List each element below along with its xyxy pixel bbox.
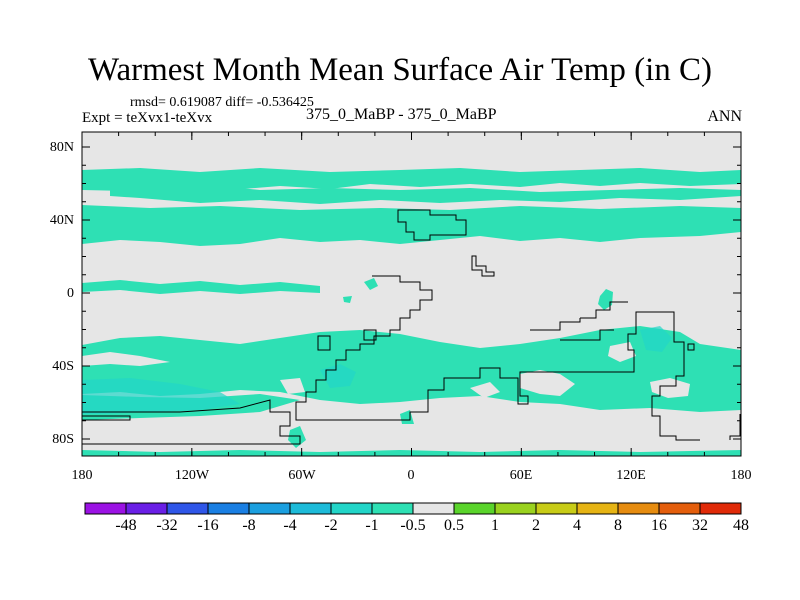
colorbar-label: -4 <box>283 517 297 534</box>
colorbar-label: 48 <box>733 517 749 534</box>
y-tick-label-0: 0 <box>67 286 74 301</box>
coastline-equator-ridge <box>530 318 581 331</box>
coastline-islet-east <box>687 343 695 351</box>
neutral-region <box>608 342 636 362</box>
x-tick-label-180w: 180 <box>71 468 93 483</box>
anomaly-region <box>82 326 741 412</box>
colorbar-swatch <box>412 502 455 515</box>
deep-anomaly-regions <box>82 326 672 414</box>
colorbar-label: 0.5 <box>444 517 464 534</box>
colorbar-swatch <box>248 502 291 515</box>
colorbar-swatch <box>699 502 742 515</box>
neutral-region <box>470 382 500 398</box>
anomaly-region <box>82 168 741 191</box>
colorbar-swatch <box>576 502 619 515</box>
y-tick-label-80n: 80N <box>49 140 74 155</box>
coastline-island <box>363 329 377 341</box>
colorbar-label: 4 <box>573 517 581 534</box>
colorbar-label: -48 <box>115 517 137 534</box>
colorbar-swatch <box>207 502 250 515</box>
coastlines <box>82 209 741 445</box>
stats-line: rmsd= 0.619087 diff= -0.536425 <box>130 95 314 110</box>
colorbar-swatch <box>371 502 414 515</box>
colorbar-label: 1 <box>491 517 499 534</box>
axis-ticks <box>81 132 742 456</box>
colorbar-label: -0.5 <box>400 517 426 534</box>
coastline-west-coast <box>317 335 331 351</box>
coastline-east-coast <box>580 301 628 319</box>
neutral-region <box>280 378 305 394</box>
colorbar-swatch <box>166 502 209 515</box>
anomaly-region <box>82 205 741 246</box>
neutral-region <box>82 352 170 366</box>
plot-title: Warmest Month Mean Surface Air Temp (in … <box>87 52 713 88</box>
colorbar-label: 16 <box>651 517 667 534</box>
anomaly-region <box>288 426 306 448</box>
coastline-north-landmass <box>397 209 467 241</box>
colorbar-swatch <box>494 502 537 515</box>
y-tick-label-80s: 80S <box>52 432 74 447</box>
colorbar-swatch <box>453 502 496 515</box>
y-tick-label-40n: 40N <box>49 213 74 228</box>
anomaly-region <box>364 278 378 290</box>
colorbar <box>84 502 742 515</box>
x-tick-label-120w: 120W <box>174 468 210 483</box>
colorbar-swatch <box>330 502 373 515</box>
colorbar-label: -8 <box>242 517 256 534</box>
coastline-east-ridge <box>729 414 741 440</box>
colorbar-swatch <box>84 502 127 515</box>
x-tick-label-60w: 60W <box>288 468 316 483</box>
x-tick-label-0: 0 <box>407 468 415 483</box>
anomaly-region <box>110 182 741 204</box>
anomaly-region <box>82 280 320 294</box>
colorbar-label: 32 <box>692 517 708 534</box>
colorbar-label: -32 <box>156 517 178 534</box>
colorbar-swatch <box>658 502 701 515</box>
anomaly-region <box>343 296 352 303</box>
coastline-south-continent <box>82 415 131 421</box>
colorbar-label: 8 <box>614 517 622 534</box>
y-tick-label-40s: 40S <box>52 359 74 374</box>
colorbar-swatch <box>617 502 660 515</box>
deep-anomaly-region <box>640 326 672 352</box>
colorbar-label: 2 <box>532 517 540 534</box>
colorbar-label: -16 <box>197 517 219 534</box>
colorbar-label: -2 <box>324 517 338 534</box>
colorbar-label: -1 <box>365 517 379 534</box>
coastline-main-continent <box>295 275 700 441</box>
colorbar-swatch <box>289 502 332 515</box>
x-tick-label-120e: 120E <box>616 468 646 483</box>
neutral-region <box>520 370 575 396</box>
colorbar-swatch <box>535 502 578 515</box>
x-tick-label-60e: 60E <box>509 468 533 483</box>
season-label: ANN <box>707 108 742 125</box>
coastline-south-edge <box>82 399 301 445</box>
colorbar-swatch <box>125 502 168 515</box>
anomaly-region <box>598 289 613 310</box>
coastline-north-islet <box>471 255 495 277</box>
deep-anomaly-region <box>82 378 240 414</box>
experiment-label: Expt = teXvx1-teXvx <box>82 110 213 126</box>
coastline-mid-ridge <box>560 329 614 341</box>
x-tick-label-180e: 180 <box>730 468 752 483</box>
period-label: 375_0_MaBP - 375_0_MaBP <box>306 106 497 123</box>
